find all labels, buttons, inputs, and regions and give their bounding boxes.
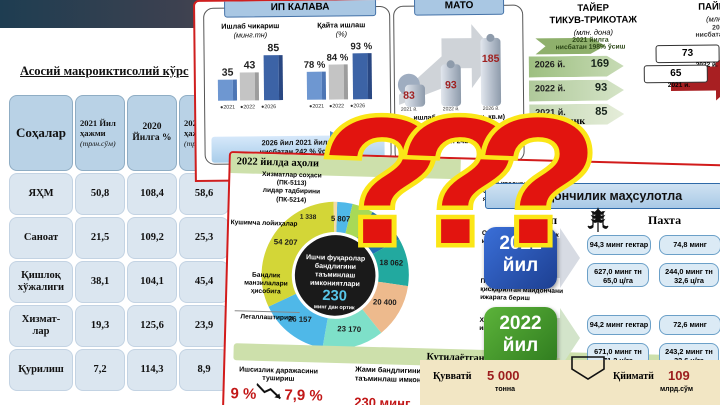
svg-text:●2021: ●2021 — [220, 105, 235, 111]
svg-text:78 %: 78 % — [304, 60, 326, 71]
svg-text:54 207: 54 207 — [274, 237, 298, 247]
svg-text:●2022: ●2022 — [240, 104, 255, 110]
svg-text:43: 43 — [244, 59, 256, 71]
svg-text:85: 85 — [267, 42, 279, 54]
svg-text:23 170: 23 170 — [337, 324, 361, 334]
svg-text:●2026: ●2026 — [261, 104, 276, 110]
svg-text:20 400: 20 400 — [373, 297, 397, 307]
svg-text:35: 35 — [222, 67, 234, 79]
svg-text:185: 185 — [482, 53, 500, 65]
svg-text:84 %: 84 % — [327, 52, 349, 63]
svg-text:230: 230 — [322, 288, 347, 305]
svg-text:минг дан ортик: минг дан ортик — [314, 304, 355, 311]
svg-text:93 %: 93 % — [350, 41, 372, 52]
svg-text:1 338: 1 338 — [300, 214, 317, 221]
